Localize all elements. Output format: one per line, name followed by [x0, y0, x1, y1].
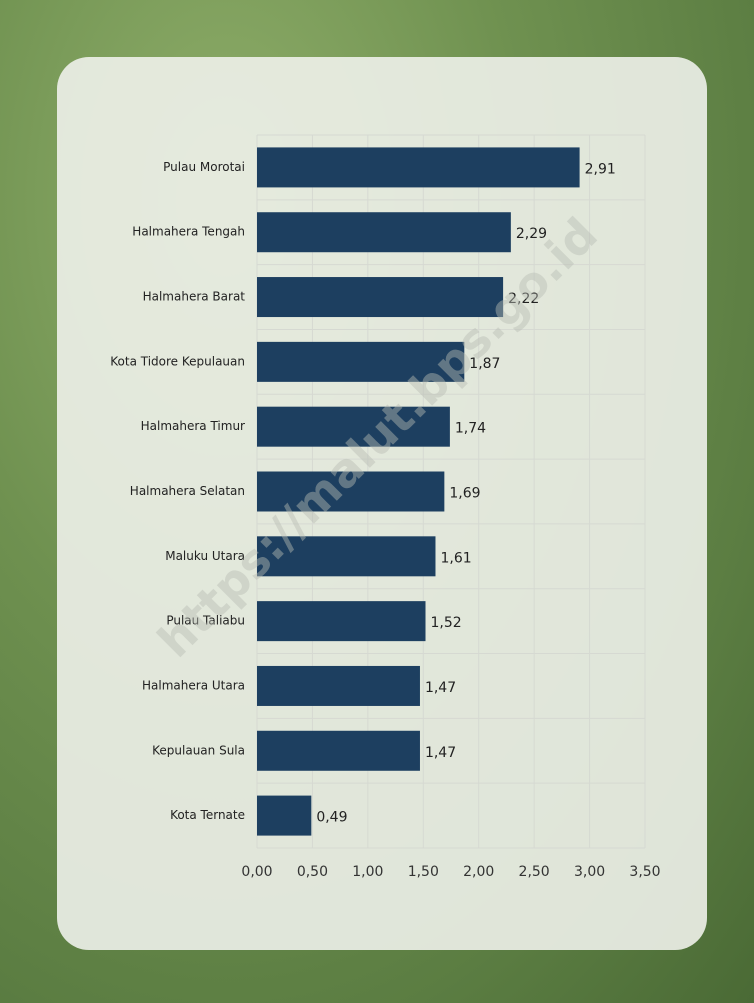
- value-label: 1,69: [449, 486, 480, 502]
- value-label: 2,29: [516, 226, 547, 242]
- value-label: 2,22: [508, 291, 539, 307]
- bar: [257, 147, 580, 188]
- bar: [257, 730, 420, 771]
- x-tick-label: 3,00: [574, 864, 605, 880]
- y-tick-label: Kota Ternate: [170, 808, 245, 822]
- y-tick-label: Kota Tidore Kepulauan: [110, 354, 245, 368]
- x-tick-label: 2,00: [463, 864, 494, 880]
- value-label: 1,47: [425, 745, 456, 761]
- x-tick-label: 0,00: [241, 864, 272, 880]
- value-label: 1,87: [469, 356, 500, 372]
- y-tick-label: Halmahera Tengah: [132, 225, 245, 239]
- bar: [257, 406, 450, 447]
- x-tick-label: 1,00: [352, 864, 383, 880]
- value-label: 1,47: [425, 680, 456, 696]
- value-label: 0,49: [316, 810, 347, 826]
- bar: [257, 665, 420, 706]
- y-tick-label: Pulau Taliabu: [166, 614, 245, 628]
- x-tick-label: 3,50: [629, 864, 660, 880]
- bar: [257, 536, 436, 577]
- x-tick-label: 1,50: [408, 864, 439, 880]
- bar: [257, 277, 504, 318]
- y-tick-label: Maluku Utara: [165, 549, 245, 563]
- y-tick-label: Pulau Morotai: [163, 160, 245, 174]
- bar: [257, 795, 312, 836]
- bar: [257, 471, 445, 512]
- value-label: 1,61: [440, 550, 471, 566]
- value-label: 1,74: [455, 421, 486, 437]
- y-tick-label: Halmahera Timur: [141, 419, 245, 433]
- value-label: 2,91: [585, 161, 616, 177]
- bar: [257, 341, 465, 382]
- bar: [257, 601, 426, 642]
- y-tick-label: Kepulauan Sula: [152, 743, 245, 757]
- y-tick-label: Halmahera Utara: [142, 678, 245, 692]
- x-tick-label: 2,50: [519, 864, 550, 880]
- y-tick-label: Halmahera Selatan: [130, 484, 245, 498]
- value-label: 1,52: [431, 615, 462, 631]
- bar: [257, 212, 511, 253]
- x-tick-label: 0,50: [297, 864, 328, 880]
- y-tick-label: Halmahera Barat: [143, 290, 246, 304]
